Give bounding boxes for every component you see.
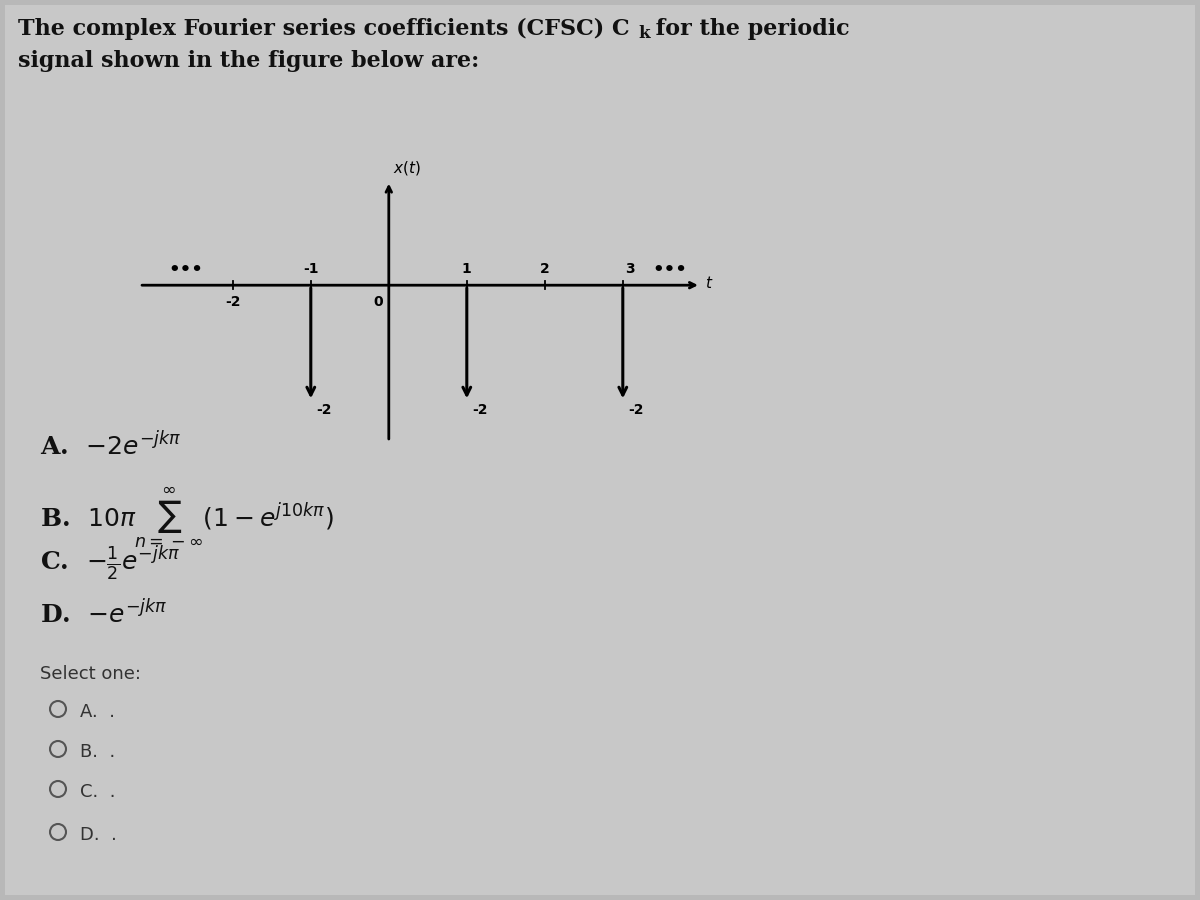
Text: D.  .: D. . <box>80 826 116 844</box>
Text: •••: ••• <box>168 261 204 279</box>
Text: 1: 1 <box>462 262 472 276</box>
Text: C.  .: C. . <box>80 783 115 801</box>
Text: -2: -2 <box>628 403 643 418</box>
Text: A.  $-2e^{-jk\pi}$: A. $-2e^{-jk\pi}$ <box>40 432 181 461</box>
Text: •••: ••• <box>652 261 688 279</box>
Text: -2: -2 <box>472 403 487 418</box>
Text: -2: -2 <box>316 403 331 418</box>
Text: 0: 0 <box>373 295 383 310</box>
Text: Select one:: Select one: <box>40 665 142 683</box>
Text: signal shown in the figure below are:: signal shown in the figure below are: <box>18 50 479 72</box>
Text: k: k <box>638 25 649 42</box>
Text: B.  .: B. . <box>80 743 115 761</box>
Text: C.  $-\frac{1}{2}e^{-jk\pi}$: C. $-\frac{1}{2}e^{-jk\pi}$ <box>40 545 180 583</box>
Text: $t$: $t$ <box>704 275 713 292</box>
Text: A.  .: A. . <box>80 703 115 721</box>
Text: -2: -2 <box>226 295 240 310</box>
Text: D.  $-e^{-jk\pi}$: D. $-e^{-jk\pi}$ <box>40 600 168 628</box>
Text: 3: 3 <box>625 262 635 276</box>
Text: for the periodic: for the periodic <box>648 18 850 40</box>
Text: The complex Fourier series coefficients (CFSC) C: The complex Fourier series coefficients … <box>18 18 630 40</box>
Text: B.  $10\pi\sum_{n=-\infty}^{\infty}(1-e^{j10k\pi})$: B. $10\pi\sum_{n=-\infty}^{\infty}(1-e^{… <box>40 485 334 550</box>
Text: $x(t)$: $x(t)$ <box>392 158 421 176</box>
Text: 2: 2 <box>540 262 550 276</box>
Text: -1: -1 <box>304 262 318 276</box>
